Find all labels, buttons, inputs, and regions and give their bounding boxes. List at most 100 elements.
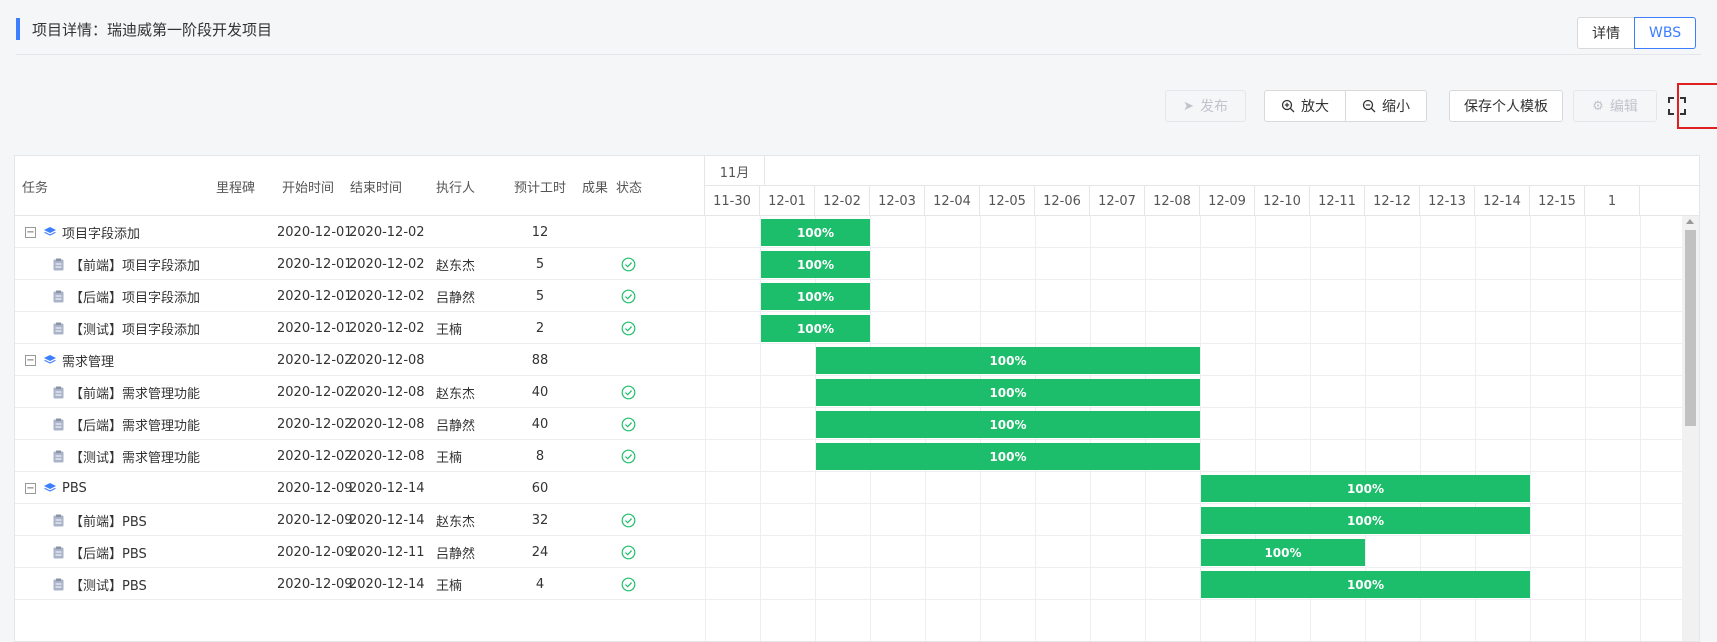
- gantt-bar[interactable]: 100%: [761, 219, 870, 246]
- month-row: 11月: [705, 156, 1699, 186]
- detail-tab[interactable]: 详情: [1577, 17, 1634, 49]
- task-row[interactable]: 【前端】PBS 2020-12-09 2020-12-14 赵东杰 32: [15, 504, 705, 536]
- task-name-cell: − 需求管理: [25, 344, 114, 376]
- status-cell: [621, 248, 636, 280]
- edit-button[interactable]: ⚙ 编辑: [1573, 90, 1657, 122]
- grid-vline: [1530, 216, 1531, 641]
- day-header: 12-07: [1090, 186, 1145, 216]
- grid-vline: [760, 216, 761, 641]
- clipboard-icon: [53, 450, 64, 462]
- grid-vline: [1640, 216, 1641, 641]
- collapse-icon[interactable]: −: [25, 226, 36, 238]
- grid-vline: [815, 216, 816, 641]
- layers-icon: [44, 355, 56, 364]
- save-template-button[interactable]: 保存个人模板: [1449, 90, 1563, 122]
- vertical-scrollbar[interactable]: [1682, 216, 1699, 641]
- end-date: 2020-12-14: [349, 480, 425, 496]
- end-date: 2020-12-14: [349, 576, 425, 592]
- task-name: 【后端】项目字段添加: [70, 290, 201, 306]
- zoom-in-button[interactable]: 放大: [1265, 91, 1346, 121]
- layers-icon: [44, 483, 56, 492]
- collapse-icon[interactable]: −: [25, 354, 36, 366]
- task-row[interactable]: 【后端】需求管理功能 2020-12-02 2020-12-08 吕静然 40: [15, 408, 705, 440]
- estimated-hours: 24: [531, 544, 549, 560]
- col-start: 开始时间: [282, 181, 335, 196]
- task-row[interactable]: 【后端】项目字段添加 2020-12-01 2020-12-02 吕静然 5: [15, 280, 705, 312]
- check-circle-icon: [621, 449, 636, 463]
- day-header: 12-02: [815, 186, 870, 216]
- gantt-bar[interactable]: 100%: [816, 411, 1200, 438]
- start-date: 2020-12-02: [277, 352, 353, 368]
- task-row[interactable]: 【前端】需求管理功能 2020-12-02 2020-12-08 赵东杰 40: [15, 376, 705, 408]
- task-group-row[interactable]: − PBS 2020-12-09 2020-12-14 60: [15, 472, 705, 504]
- gantt-bar[interactable]: 100%: [761, 315, 870, 342]
- gantt-bar[interactable]: 100%: [1201, 475, 1530, 502]
- gantt-bar[interactable]: 100%: [1201, 539, 1365, 566]
- col-status: 状态: [616, 181, 643, 196]
- assignee: 赵东杰: [436, 514, 476, 530]
- publish-button[interactable]: ➤ 发布: [1165, 90, 1246, 122]
- gantt-bar[interactable]: 100%: [761, 251, 870, 278]
- end-date: 2020-12-02: [349, 288, 425, 304]
- assignee: 王楠: [436, 322, 463, 338]
- start-date: 2020-12-09: [277, 480, 353, 496]
- collapse-icon[interactable]: −: [25, 482, 36, 494]
- gantt-bar[interactable]: 100%: [816, 379, 1200, 406]
- task-row[interactable]: 【测试】项目字段添加 2020-12-01 2020-12-02 王楠 2: [15, 312, 705, 344]
- header-divider: [16, 54, 1701, 55]
- task-row[interactable]: 【测试】PBS 2020-12-09 2020-12-14 王楠 4: [15, 568, 705, 600]
- estimated-hours: 4: [535, 576, 545, 592]
- task-group-row[interactable]: − 需求管理 2020-12-02 2020-12-08 88: [15, 344, 705, 376]
- day-header: 12-09: [1200, 186, 1255, 216]
- start-date: 2020-12-02: [277, 384, 353, 400]
- day-header: 12-15: [1530, 186, 1585, 216]
- clipboard-icon: [53, 514, 64, 526]
- task-name: 【前端】项目字段添加: [70, 258, 201, 274]
- task-row[interactable]: 【测试】需求管理功能 2020-12-02 2020-12-08 王楠 8: [15, 440, 705, 472]
- end-date: 2020-12-08: [349, 352, 425, 368]
- check-circle-icon: [621, 289, 636, 303]
- gantt-bar[interactable]: 100%: [816, 347, 1200, 374]
- fullscreen-icon[interactable]: [1668, 97, 1686, 115]
- grid-vline: [1420, 216, 1421, 641]
- gantt-bar[interactable]: 100%: [1201, 507, 1530, 534]
- task-row[interactable]: 【后端】PBS 2020-12-09 2020-12-11 吕静然 24: [15, 536, 705, 568]
- wbs-tab[interactable]: WBS: [1634, 17, 1697, 49]
- start-date: 2020-12-01: [277, 224, 353, 240]
- day-header: 1: [1585, 186, 1640, 216]
- task-group-row[interactable]: − 项目字段添加 2020-12-01 2020-12-02 12: [15, 216, 705, 248]
- day-header: 12-10: [1255, 186, 1310, 216]
- end-date: 2020-12-02: [349, 320, 425, 336]
- zoom-out-label: 缩小: [1382, 99, 1410, 115]
- day-header: 12-05: [980, 186, 1035, 216]
- estimated-hours: 60: [531, 480, 549, 496]
- view-switch: 详情 WBS: [1577, 17, 1697, 49]
- gantt-bar[interactable]: 100%: [1201, 571, 1530, 598]
- status-cell: [621, 376, 636, 408]
- task-name-cell: 【测试】需求管理功能: [53, 440, 200, 472]
- col-end: 结束时间: [350, 181, 403, 196]
- status-cell: [621, 536, 636, 568]
- grid-hline: [705, 471, 1699, 472]
- gantt-bar[interactable]: 100%: [761, 283, 870, 310]
- day-header: 12-03: [870, 186, 925, 216]
- scroll-thumb[interactable]: [1685, 230, 1696, 426]
- status-cell: [621, 568, 636, 600]
- grid-vline: [705, 216, 706, 641]
- gantt-bar[interactable]: 100%: [816, 443, 1200, 470]
- estimated-hours: 8: [535, 448, 545, 464]
- clipboard-icon: [53, 386, 64, 398]
- start-date: 2020-12-01: [277, 288, 353, 304]
- grid-hline: [705, 407, 1699, 408]
- grid-hline: [705, 599, 1699, 600]
- clipboard-icon: [53, 546, 64, 558]
- assignee: 赵东杰: [436, 258, 476, 274]
- check-circle-icon: [621, 577, 636, 591]
- task-row[interactable]: 【前端】项目字段添加 2020-12-01 2020-12-02 赵东杰 5: [15, 248, 705, 280]
- zoom-out-button[interactable]: 缩小: [1346, 91, 1426, 121]
- col-result: 成果: [582, 181, 609, 196]
- clipboard-icon: [53, 418, 64, 430]
- scroll-up-icon[interactable]: [1686, 219, 1694, 224]
- grid-hline: [705, 535, 1699, 536]
- check-circle-icon: [621, 513, 636, 527]
